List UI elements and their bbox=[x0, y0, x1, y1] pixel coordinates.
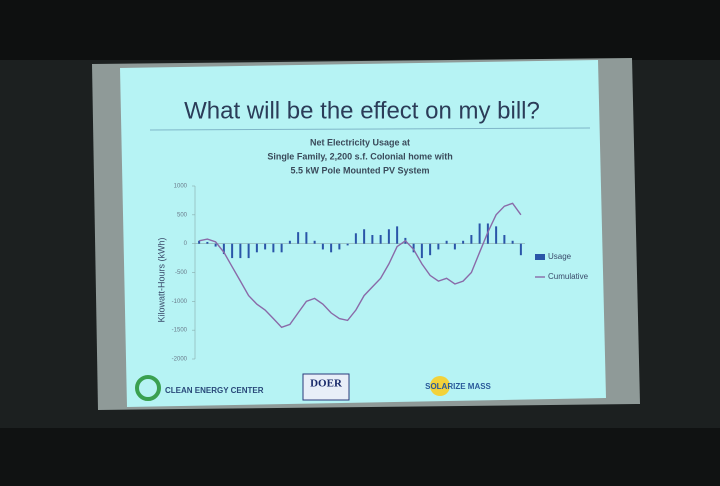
logo-icon bbox=[430, 376, 450, 396]
y-tick-label: -2000 bbox=[172, 357, 188, 363]
bar bbox=[470, 235, 473, 244]
bar bbox=[214, 243, 217, 247]
bar bbox=[330, 243, 333, 253]
logo-box bbox=[302, 373, 350, 401]
bar bbox=[396, 226, 399, 244]
bar bbox=[354, 233, 357, 244]
slide bbox=[120, 60, 606, 407]
ceiling bbox=[0, 0, 720, 60]
bar bbox=[462, 240, 465, 244]
bar bbox=[420, 243, 423, 259]
bar bbox=[288, 240, 291, 244]
bar bbox=[239, 243, 242, 259]
y-tick-label: -500 bbox=[175, 270, 188, 276]
logo-icon bbox=[135, 375, 161, 401]
y-tick-label: -1000 bbox=[172, 299, 188, 305]
chart-subtitle: 5.5 kW Pole Mounted PV System bbox=[290, 165, 429, 175]
bar bbox=[231, 243, 234, 259]
chart-subtitle: Single Family, 2,200 s.f. Colonial home … bbox=[267, 151, 452, 161]
legend-swatch bbox=[535, 254, 545, 260]
logo-text: SOLARIZE MASS bbox=[425, 382, 491, 391]
bar bbox=[346, 243, 349, 246]
y-tick-label: -1500 bbox=[172, 328, 188, 334]
bar bbox=[519, 243, 522, 256]
bar bbox=[503, 235, 506, 244]
bar bbox=[313, 240, 316, 244]
bar bbox=[437, 243, 440, 250]
bar bbox=[371, 235, 374, 244]
bar bbox=[379, 235, 382, 244]
bar bbox=[363, 229, 366, 244]
bar bbox=[387, 229, 390, 244]
bar bbox=[255, 243, 258, 253]
bar bbox=[206, 241, 209, 244]
bar bbox=[495, 226, 498, 244]
bar bbox=[247, 243, 250, 259]
bar bbox=[478, 223, 481, 244]
bar bbox=[272, 243, 275, 253]
bar bbox=[429, 243, 432, 256]
bar bbox=[280, 243, 283, 253]
cumulative-line bbox=[198, 202, 522, 329]
floor bbox=[0, 428, 720, 486]
bar bbox=[511, 240, 514, 244]
bar bbox=[264, 243, 267, 250]
logo-text: DOER bbox=[310, 378, 343, 390]
slide-title: What will be the effect on my bill? bbox=[184, 97, 540, 124]
bar bbox=[338, 243, 341, 250]
logo-left: CLEAN ENERGY CENTER bbox=[135, 375, 264, 401]
bar bbox=[445, 240, 448, 244]
y-tick-label: 0 bbox=[184, 241, 188, 247]
legend-label: Cumulative bbox=[548, 272, 589, 281]
y-tick-label: 1000 bbox=[174, 184, 188, 190]
bar bbox=[305, 232, 308, 244]
bar bbox=[412, 243, 415, 253]
y-tick-label: 500 bbox=[177, 212, 188, 218]
logo-text: CLEAN ENERGY CENTER bbox=[165, 386, 264, 395]
title-rule bbox=[149, 127, 591, 131]
bar bbox=[321, 243, 324, 250]
bar bbox=[297, 232, 300, 244]
bar bbox=[198, 240, 201, 244]
legend-label: Usage bbox=[548, 252, 572, 261]
chart-subtitle: Net Electricity Usage at bbox=[310, 137, 410, 147]
bar bbox=[222, 243, 225, 255]
bar bbox=[453, 243, 456, 250]
y-axis-label: Kilowatt-Hours (kWh) bbox=[156, 237, 166, 322]
